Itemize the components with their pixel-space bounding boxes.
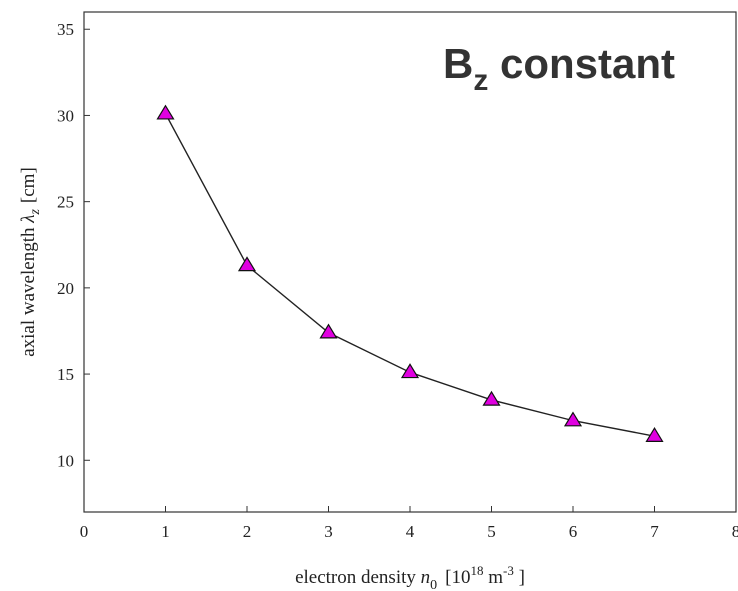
data-point-marker bbox=[156, 104, 175, 120]
data-point-marker bbox=[645, 426, 664, 442]
data-point-marker bbox=[319, 323, 338, 339]
y-tick-label: 30 bbox=[57, 106, 74, 125]
y-tick-label: 20 bbox=[57, 279, 74, 298]
x-tick-label: 7 bbox=[650, 522, 659, 541]
data-point-marker bbox=[563, 411, 583, 427]
x-tick-label: 1 bbox=[161, 522, 170, 541]
data-point-marker bbox=[482, 390, 501, 406]
data-markers bbox=[156, 104, 664, 442]
x-axis-ticks: 0 1 2 3 4 5 6 7 8 bbox=[80, 506, 738, 541]
x-tick-label: 2 bbox=[243, 522, 252, 541]
x-tick-label: 3 bbox=[324, 522, 333, 541]
x-axis-label: electron density n0 [1018 m-3 ] bbox=[295, 563, 525, 591]
y-axis-ticks: 10 15 20 25 30 35 bbox=[57, 20, 90, 470]
series-line bbox=[164, 113, 655, 437]
x-tick-label: 6 bbox=[569, 522, 578, 541]
plot-frame bbox=[83, 11, 737, 513]
x-tick-label: 4 bbox=[406, 522, 415, 541]
y-tick-label: 25 bbox=[57, 193, 74, 212]
data-point-marker bbox=[400, 363, 420, 379]
x-tick-label: 8 bbox=[732, 522, 738, 541]
x-tick-label: 5 bbox=[487, 522, 496, 541]
y-tick-label: 35 bbox=[57, 20, 74, 39]
x-tick-label: 0 bbox=[80, 522, 89, 541]
data-point-marker bbox=[237, 256, 257, 272]
y-tick-label: 10 bbox=[57, 451, 74, 470]
y-tick-label: 15 bbox=[57, 365, 74, 384]
chart-annotation: Bz constant bbox=[443, 40, 675, 97]
y-axis-label: axial wavelength λz[cm] bbox=[18, 167, 43, 357]
